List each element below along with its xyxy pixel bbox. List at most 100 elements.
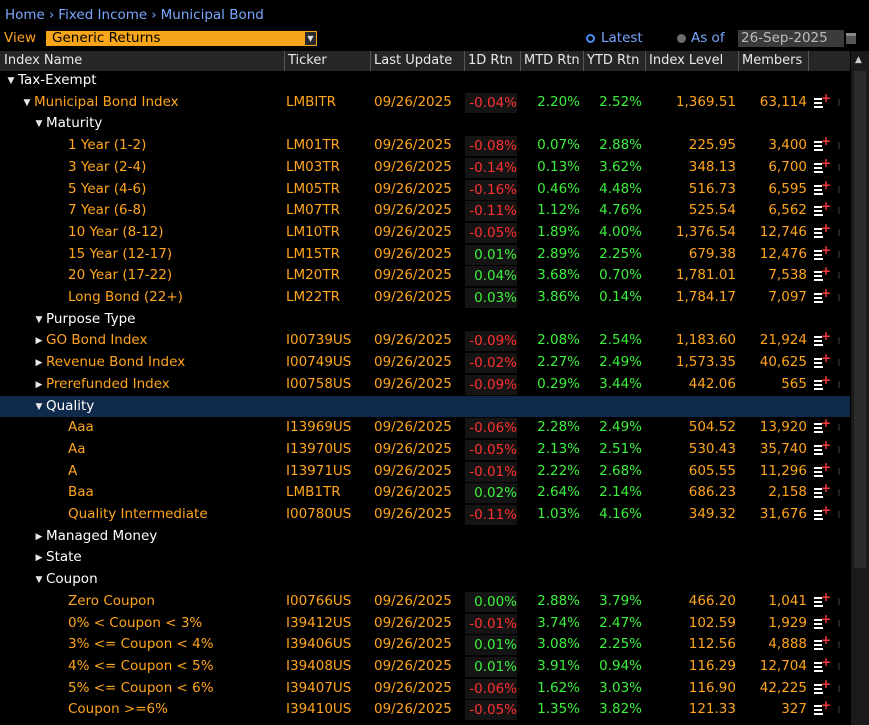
- table-row[interactable]: Zero Coupon I00766US 09/26/2025 0.00% 2.88% 3…: [0, 591, 850, 613]
- table-row[interactable]: Long Bond (22+) LM22TR 09/26/2025 0.03% 3.86…: [0, 287, 850, 309]
- index-name-cell[interactable]: 20 Year (17-22): [68, 265, 172, 287]
- scrollbar-thumb[interactable]: [854, 71, 866, 568]
- index-name-cell[interactable]: ▶ State: [32, 547, 82, 570]
- add-members-icon[interactable]: +: [814, 287, 831, 304]
- breadcrumb-fixed-income[interactable]: Fixed Income: [58, 7, 148, 23]
- index-name-cell[interactable]: 3% <= Coupon < 4%: [68, 634, 214, 656]
- index-name-cell[interactable]: A: [68, 461, 77, 483]
- table-row[interactable]: 15 Year (12-17) LM15TR 09/26/2025 0.01% 2.89…: [0, 244, 850, 266]
- col-header-members[interactable]: Members: [738, 51, 802, 71]
- add-members-icon[interactable]: +: [814, 613, 831, 630]
- add-members-icon[interactable]: +: [814, 200, 831, 217]
- group-row[interactable]: ▼ Maturity: [0, 113, 850, 135]
- table-row[interactable]: 5 Year (4-6) LM05TR 09/26/2025 -0.16% 0.46% 4…: [0, 179, 850, 201]
- index-name-cell[interactable]: ▼ Maturity: [32, 113, 103, 136]
- breadcrumb-municipal-bond[interactable]: Municipal Bond: [160, 7, 264, 23]
- table-row[interactable]: 10 Year (8-12) LM10TR 09/26/2025 -0.05% 1.89…: [0, 222, 850, 244]
- as-of-radio[interactable]: [677, 34, 686, 43]
- index-name-cell[interactable]: Aaa: [68, 417, 94, 439]
- index-name-cell[interactable]: ▼ Purpose Type: [32, 309, 136, 332]
- index-name-cell[interactable]: ▼ Quality: [32, 396, 95, 419]
- col-header-last-update[interactable]: Last Update: [370, 51, 452, 71]
- expand-down-icon[interactable]: ▼: [35, 314, 43, 325]
- group-row[interactable]: ▼ Tax-Exempt: [0, 70, 850, 92]
- index-name-cell[interactable]: ▶ Revenue Bond Index: [32, 352, 186, 375]
- table-row[interactable]: 5% <= Coupon < 6% I39407US 09/26/2025 -0.06…: [0, 678, 850, 700]
- scroll-up-icon[interactable]: ▲: [855, 55, 862, 65]
- add-members-icon[interactable]: +: [814, 330, 831, 347]
- index-name-cell[interactable]: ▶ Prerefunded Index: [32, 374, 170, 397]
- add-members-icon[interactable]: +: [814, 374, 831, 391]
- add-members-icon[interactable]: +: [814, 157, 831, 174]
- table-row[interactable]: Aaa I13969US 09/26/2025 -0.06% 2.28% 2.49% 504…: [0, 417, 850, 439]
- as-of-label[interactable]: As of: [691, 30, 725, 46]
- index-name-cell[interactable]: ▶ Managed Money: [32, 526, 158, 549]
- index-name-cell[interactable]: 7 Year (6-8): [68, 200, 146, 222]
- index-name-cell[interactable]: Coupon >=6%: [68, 699, 168, 721]
- table-row[interactable]: ▶ Prerefunded Index I00758US 09/26/2025 -0.0…: [0, 374, 850, 396]
- add-members-icon[interactable]: +: [814, 461, 831, 478]
- table-row[interactable]: 20 Year (17-22) LM20TR 09/26/2025 0.04% 3.68…: [0, 265, 850, 287]
- col-header-index-level[interactable]: Index Level: [645, 51, 723, 71]
- index-name-cell[interactable]: 15 Year (12-17): [68, 244, 172, 266]
- table-row[interactable]: ▶ GO Bond Index I00739US 09/26/2025 -0.09% 2.…: [0, 330, 850, 352]
- table-row[interactable]: 3 Year (2-4) LM03TR 09/26/2025 -0.14% 0.13% 3…: [0, 157, 850, 179]
- as-of-date-field[interactable]: 26-Sep-2025: [738, 30, 844, 47]
- table-row[interactable]: Baa LMB1TR 09/26/2025 0.02% 2.64% 2.14% 686.23…: [0, 482, 850, 504]
- expand-right-icon[interactable]: ▶: [35, 531, 43, 542]
- chevron-down-icon[interactable]: ▼: [305, 32, 316, 45]
- expand-right-icon[interactable]: ▶: [35, 379, 43, 390]
- index-name-cell[interactable]: Quality Intermediate: [68, 504, 208, 526]
- add-members-icon[interactable]: +: [814, 439, 831, 456]
- vertical-scrollbar[interactable]: ▲: [851, 51, 869, 725]
- add-members-icon[interactable]: +: [814, 179, 831, 196]
- group-row[interactable]: ▼ Quality: [0, 395, 850, 419]
- index-name-cell[interactable]: ▼ Municipal Bond Index: [20, 92, 179, 115]
- col-header-index-name[interactable]: Index Name: [4, 53, 83, 68]
- table-row[interactable]: 7 Year (6-8) LM07TR 09/26/2025 -0.11% 1.12% 4…: [0, 200, 850, 222]
- index-name-cell[interactable]: 5% <= Coupon < 6%: [68, 678, 214, 700]
- breadcrumb-home[interactable]: Home: [5, 7, 45, 23]
- add-members-icon[interactable]: +: [814, 591, 831, 608]
- col-header-1d-rtn[interactable]: 1D Rtn: [464, 51, 513, 71]
- add-members-icon[interactable]: +: [814, 417, 831, 434]
- index-name-cell[interactable]: Baa: [68, 482, 94, 504]
- table-row[interactable]: A I13971US 09/26/2025 -0.01% 2.22% 2.68% 605.5…: [0, 461, 850, 483]
- index-name-cell[interactable]: 1 Year (1-2): [68, 135, 146, 157]
- table-row[interactable]: 1 Year (1-2) LM01TR 09/26/2025 -0.08% 0.07% 2…: [0, 135, 850, 157]
- index-name-cell[interactable]: ▼ Coupon: [32, 569, 98, 592]
- add-members-icon[interactable]: +: [814, 244, 831, 261]
- add-members-icon[interactable]: +: [814, 482, 831, 499]
- add-members-icon[interactable]: +: [814, 92, 831, 109]
- view-dropdown[interactable]: Generic Returns ▼: [46, 31, 317, 46]
- index-name-cell[interactable]: 4% <= Coupon < 5%: [68, 656, 214, 678]
- calendar-icon[interactable]: [846, 33, 856, 44]
- table-row[interactable]: 3% <= Coupon < 4% I39406US 09/26/2025 0.01%…: [0, 634, 850, 656]
- add-members-icon[interactable]: +: [814, 656, 831, 673]
- add-members-icon[interactable]: +: [814, 504, 831, 521]
- add-members-icon[interactable]: +: [814, 352, 831, 369]
- expand-down-icon[interactable]: ▼: [23, 97, 31, 108]
- table-row[interactable]: Aa I13970US 09/26/2025 -0.05% 2.13% 2.51% 530.…: [0, 439, 850, 461]
- index-name-cell[interactable]: Zero Coupon: [68, 591, 155, 613]
- expand-right-icon[interactable]: ▶: [35, 358, 43, 369]
- index-name-cell[interactable]: 5 Year (4-6): [68, 179, 146, 201]
- index-name-cell[interactable]: Aa: [68, 439, 86, 461]
- index-name-cell[interactable]: ▶ GO Bond Index: [32, 330, 148, 353]
- col-header-mtd-rtn[interactable]: MTD Rtn: [520, 51, 580, 71]
- col-header-ticker[interactable]: Ticker: [284, 51, 327, 71]
- table-row[interactable]: ▼ Municipal Bond Index LMBITR 09/26/2025 -0.…: [0, 92, 850, 114]
- index-name-cell[interactable]: ▼ Tax-Exempt: [4, 70, 97, 93]
- group-row[interactable]: ▼ Coupon: [0, 569, 850, 591]
- latest-label[interactable]: Latest: [601, 30, 643, 46]
- add-members-icon[interactable]: +: [814, 678, 831, 695]
- index-name-cell[interactable]: 3 Year (2-4): [68, 157, 146, 179]
- add-members-icon[interactable]: +: [814, 265, 831, 282]
- table-row[interactable]: 0% < Coupon < 3% I39412US 09/26/2025 -0.01%…: [0, 613, 850, 635]
- table-row[interactable]: ▶ Revenue Bond Index I00749US 09/26/2025 -0.…: [0, 352, 850, 374]
- expand-right-icon[interactable]: ▶: [35, 336, 43, 347]
- expand-down-icon[interactable]: ▼: [7, 76, 15, 86]
- col-header-ytd-rtn[interactable]: YTD Rtn: [583, 51, 639, 71]
- add-members-icon[interactable]: +: [814, 634, 831, 651]
- index-name-cell[interactable]: 10 Year (8-12): [68, 222, 164, 244]
